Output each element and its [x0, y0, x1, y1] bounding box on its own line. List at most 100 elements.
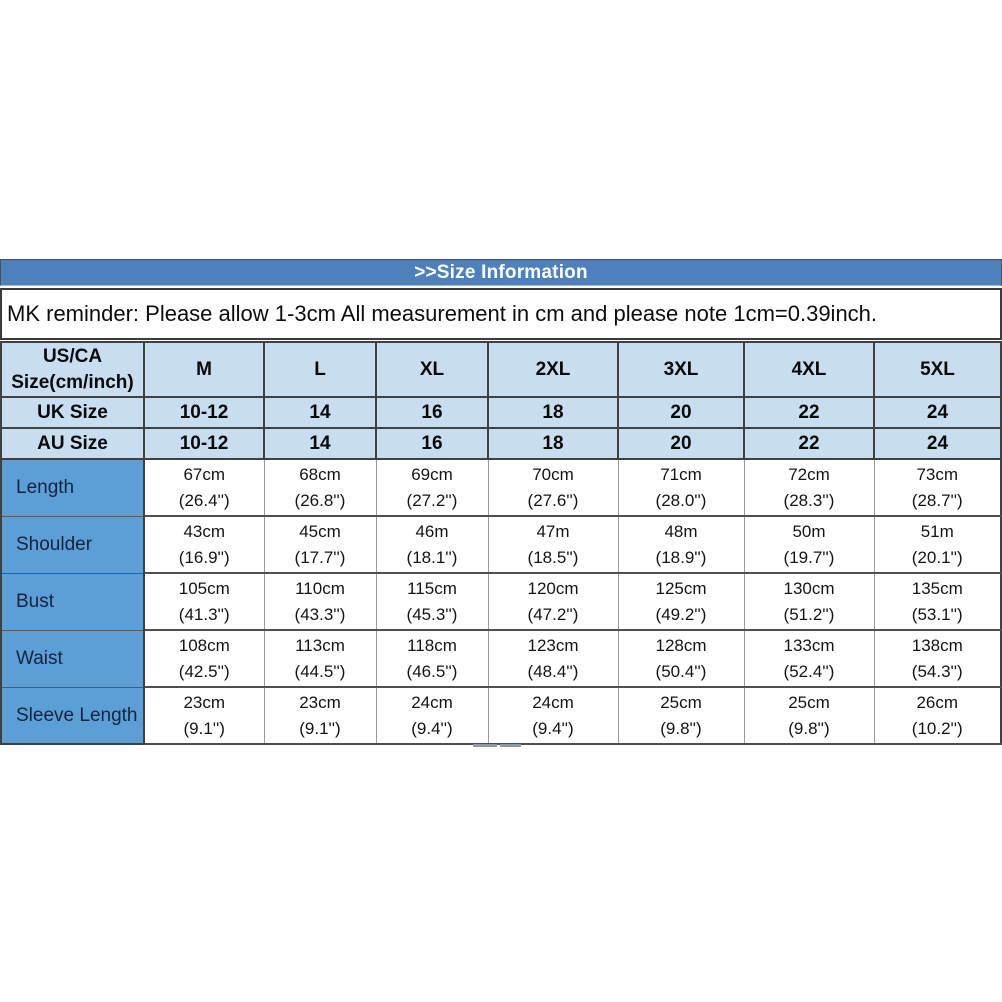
measurement-inch-value: (26.4'') — [178, 490, 230, 510]
measurement-inch-value: (51.2'') — [783, 604, 835, 624]
measurement-inch-value: (18.1'') — [406, 547, 458, 567]
measurement-inch-value: (28.0'') — [655, 490, 707, 510]
measurement-inch-value: (9.1'') — [299, 718, 341, 738]
size-value-cell: 14 — [263, 396, 377, 430]
measurement-row: Length 67cm (26.4'') 68cm (26.8'') 69cm (27.2'… — [0, 458, 1002, 518]
measurement-cm-value: 46m — [415, 521, 449, 541]
measurement-cell: 24cm (9.4'') — [375, 686, 489, 746]
size-value-cell: 10-12 — [143, 396, 265, 430]
measurement-cm-value: 45cm — [299, 521, 341, 541]
size-information-title-bar: >>Size Information — [0, 259, 1002, 286]
size-column-header: M — [143, 340, 265, 399]
measurement-cell: 125cm (49.2'') — [617, 572, 745, 632]
size-information-title: >>Size Information — [414, 261, 588, 283]
measurement-inch-value: (9.1'') — [183, 718, 225, 738]
measurement-inch-value: (43.3'') — [294, 604, 346, 624]
measurement-inch-value: (47.2'') — [527, 604, 579, 624]
measurement-inch-value: (9.8'') — [660, 718, 702, 738]
size-row-label: AU Size — [0, 427, 145, 461]
measurement-cm-value: 23cm — [299, 692, 341, 712]
size-value-cell: 16 — [375, 427, 489, 461]
measurement-row-label: Sleeve Length — [0, 686, 145, 745]
measurement-inch-value: (44.5'') — [294, 661, 346, 681]
measurement-cm-value: 68cm — [299, 464, 341, 484]
reminder-banner: MK reminder: Please allow 1-3cm All meas… — [0, 288, 1002, 340]
measurement-inch-value: (19.7'') — [783, 547, 835, 567]
measurement-cm-value: 123cm — [527, 635, 579, 655]
measurement-cell: 26cm (10.2'') — [873, 686, 1002, 746]
measurement-cell: 133cm (52.4'') — [743, 629, 875, 689]
measurement-cm-value: 23cm — [183, 692, 226, 712]
size-column-header: 3XL — [617, 340, 745, 399]
measurement-inch-value: (16.9'') — [178, 547, 230, 567]
measurement-cm-value: 108cm — [178, 635, 230, 655]
size-value-cell: 14 — [263, 427, 377, 461]
measurement-cm-value: 25cm — [788, 692, 830, 712]
measurement-inch-value: (41.3'') — [178, 604, 230, 624]
measurement-cell: 118cm (46.5'') — [375, 629, 489, 689]
measurement-cell: 48m (18.9'') — [617, 515, 745, 575]
size-value-cell: 16 — [375, 396, 489, 430]
measurement-cell: 43cm (16.9'') — [143, 515, 265, 575]
measurement-cm-value: 118cm — [407, 635, 457, 655]
measurement-inch-value: (18.5'') — [527, 547, 579, 567]
measurement-inch-value: (27.2'') — [406, 490, 458, 510]
measurement-cell: 45cm (17.7'') — [263, 515, 377, 575]
size-row-label: UK Size — [0, 396, 145, 430]
measurement-cell: 46m (18.1'') — [375, 515, 489, 575]
measurement-inch-value: (9.4'') — [411, 718, 453, 738]
size-value-cell: 10-12 — [143, 427, 265, 461]
measurement-inch-value: (17.7'') — [294, 547, 346, 567]
measurement-inch-value: (49.2'') — [655, 604, 707, 624]
measurement-cm-value: 133cm — [783, 635, 835, 655]
measurement-row-label: Length — [0, 458, 145, 517]
corner-header-cell: US/CA Size(cm/inch) — [0, 340, 145, 399]
measurement-cell: 130cm (51.2'') — [743, 572, 875, 632]
measurement-cell: 50m (19.7'') — [743, 515, 875, 575]
measurement-cell: 108cm (42.5'') — [143, 629, 265, 689]
measurement-cell: 67cm (26.4'') — [143, 458, 265, 518]
size-value-cell: 20 — [617, 396, 745, 430]
measurement-cm-value: 25cm — [660, 692, 702, 712]
measurement-cell: 70cm (27.6'') — [487, 458, 619, 518]
measurement-inch-value: (27.6'') — [527, 490, 579, 510]
measurement-inch-value: (20.1'') — [911, 547, 963, 567]
size-value-cell: 22 — [743, 427, 875, 461]
reminder-text: MK reminder: Please allow 1-3cm All meas… — [7, 301, 878, 326]
size-value-cell: 22 — [743, 396, 875, 430]
measurement-cell: 128cm (50.4'') — [617, 629, 745, 689]
measurement-cm-value: 73cm — [916, 464, 959, 484]
size-column-header: 4XL — [743, 340, 875, 399]
measurement-cm-value: 43cm — [183, 521, 226, 541]
measurement-cell: 110cm (43.3'') — [263, 572, 377, 632]
measurement-inch-value: (54.3'') — [911, 661, 963, 681]
size-column-header: 2XL — [487, 340, 619, 399]
measurement-cm-value: 138cm — [911, 635, 963, 655]
measurement-cm-value: 120cm — [527, 578, 579, 598]
scrollbar-dash-artifact — [473, 744, 521, 748]
measurement-cell: 69cm (27.2'') — [375, 458, 489, 518]
size-information-panel: >>Size Information MK reminder: Please a… — [0, 259, 1002, 748]
measurement-inch-value: (9.8'') — [788, 718, 830, 738]
measurement-cell: 71cm (28.0'') — [617, 458, 745, 518]
measurement-cm-value: 51m — [920, 521, 954, 541]
measurement-inch-value: (46.5'') — [406, 661, 458, 681]
scrollbar-dash-left — [473, 744, 497, 747]
measurement-cell: 72cm (28.3'') — [743, 458, 875, 518]
measurement-row-label: Waist — [0, 629, 145, 688]
measurement-inch-value: (18.9'') — [655, 547, 707, 567]
measurement-cm-value: 70cm — [532, 464, 574, 484]
size-value-cell: 24 — [873, 396, 1002, 430]
size-value-cell: 20 — [617, 427, 745, 461]
measurement-cm-value: 67cm — [183, 464, 226, 484]
corner-header-line2: Size(cm/inch) — [11, 371, 134, 393]
measurement-cell: 115cm (45.3'') — [375, 572, 489, 632]
measurement-inch-value: (26.8'') — [294, 490, 346, 510]
size-table-header-row: US/CA Size(cm/inch) M L XL 2XL 3XL 4XL 5XL — [0, 340, 1002, 399]
measurement-cell: 24cm (9.4'') — [487, 686, 619, 746]
measurement-cm-value: 47m — [536, 521, 570, 541]
measurement-cell: 47m (18.5'') — [487, 515, 619, 575]
measurement-row-label: Shoulder — [0, 515, 145, 574]
measurement-inch-value: (52.4'') — [783, 661, 835, 681]
measurement-inch-value: (45.3'') — [406, 604, 458, 624]
